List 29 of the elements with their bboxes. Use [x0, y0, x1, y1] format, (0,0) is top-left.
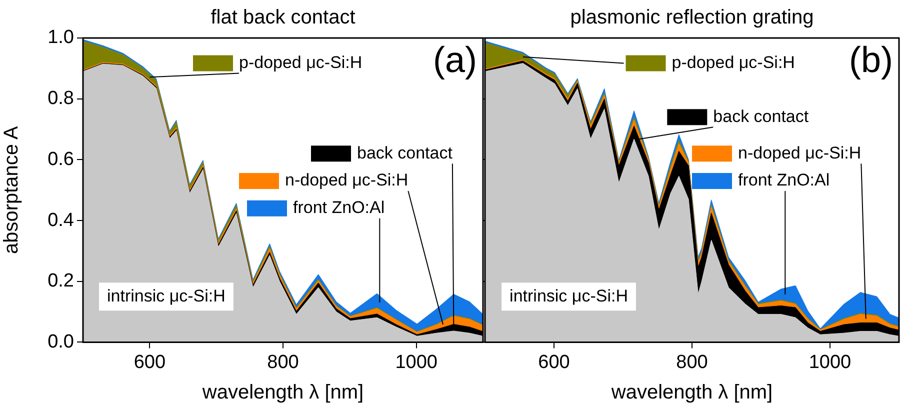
- x-tick-label: 800: [267, 352, 299, 373]
- x-tick-label: 600: [538, 352, 570, 373]
- legend-label: front ZnO:Al: [293, 198, 385, 218]
- y-axis-title: absorptance A: [0, 126, 23, 254]
- y-tick-label: 0.0: [48, 331, 74, 352]
- x-tick-label: 1000: [395, 352, 438, 373]
- y-tick-label: 0.8: [48, 88, 74, 110]
- x-axis-title: wavelength λ [nm]: [610, 382, 773, 404]
- x-tick-label: 800: [676, 352, 708, 373]
- legend-label: n-doped μc-Si:H: [285, 170, 408, 190]
- x-tick-label: 1000: [808, 352, 852, 373]
- y-tick-label: 0.4: [48, 210, 74, 231]
- x-tick-label: 600: [134, 352, 166, 373]
- legend-label: p-doped μc-Si:H: [239, 52, 362, 72]
- x-axis-title: wavelength λ [nm]: [201, 382, 364, 404]
- chart-title: plasmonic reflection grating: [570, 6, 814, 29]
- legend-label: p-doped μc-Si:H: [672, 52, 795, 72]
- chart-title: flat back contact: [210, 6, 356, 29]
- y-tick-label: 0.2: [48, 270, 74, 292]
- annotation: (b): [849, 38, 893, 80]
- legend-label: front ZnO:Al: [738, 170, 830, 190]
- y-tick-label: 1.0: [48, 27, 74, 48]
- y-tick-label: 0.6: [48, 148, 74, 170]
- annotation: (a): [433, 38, 477, 80]
- legend-label: back contact: [713, 106, 809, 126]
- legend-label: back contact: [357, 143, 453, 162]
- legend-label: n-doped μc-Si:H: [738, 143, 862, 162]
- series-label: intrinsic μc-Si:H: [107, 286, 226, 306]
- series-label: intrinsic μc-Si:H: [510, 286, 628, 306]
